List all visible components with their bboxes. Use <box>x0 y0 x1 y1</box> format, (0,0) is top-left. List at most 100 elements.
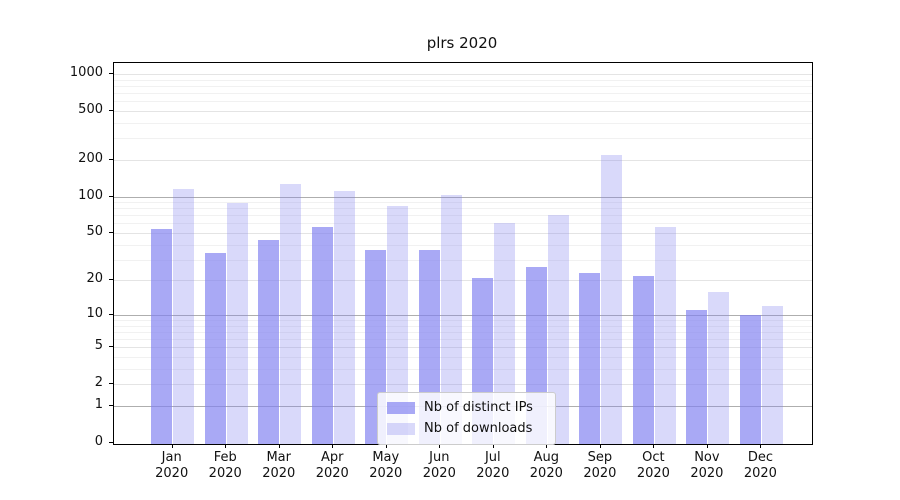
x-tick-mark <box>760 444 762 448</box>
x-tick-mark <box>546 444 548 448</box>
y-tick-mark <box>109 279 113 281</box>
y-tick-mark <box>109 383 113 385</box>
gridline-minor <box>114 339 812 341</box>
x-tick-label: Apr 2020 <box>315 450 349 481</box>
bar-oct-downloads <box>654 227 676 444</box>
gridline-minor <box>114 259 812 261</box>
gridline-minor <box>114 138 812 140</box>
x-tick-mark <box>171 444 173 448</box>
gridline-minor <box>114 79 812 81</box>
bar-nov-downloads <box>708 291 730 444</box>
x-tick-mark <box>332 444 334 448</box>
bar-sep-distinct-ips <box>579 273 601 444</box>
y-tick-mark <box>109 232 113 233</box>
gridline <box>114 159 812 161</box>
x-tick-label: Feb 2020 <box>208 450 242 481</box>
plot-area: Nb of distinct IPs Nb of downloads <box>113 62 813 445</box>
gridline-minor <box>114 357 812 359</box>
legend-swatch-downloads <box>387 422 415 435</box>
legend: Nb of distinct IPs Nb of downloads <box>377 392 556 445</box>
legend-label-downloads: Nb of downloads <box>424 421 533 436</box>
gridline <box>114 110 812 112</box>
legend-row: Nb of downloads <box>387 421 545 436</box>
bar-dec-distinct-ips <box>739 314 761 444</box>
x-tick-label: Mar 2020 <box>262 450 296 481</box>
y-tick-label: 20 <box>86 271 103 287</box>
x-tick-label: Dec 2020 <box>743 450 777 481</box>
gridline-minor <box>114 215 812 217</box>
gridline <box>114 233 812 234</box>
x-tick-label: Jan 2020 <box>155 450 189 481</box>
y-tick-mark <box>109 109 113 111</box>
gridline-minor <box>114 325 812 327</box>
legend-swatch-distinct-ips <box>387 401 415 414</box>
gridline-minor <box>114 202 812 204</box>
bar-jan-distinct-ips <box>151 228 173 444</box>
y-tick-mark <box>109 404 113 406</box>
x-tick-mark <box>492 444 494 448</box>
bar-mar-distinct-ips <box>258 239 280 444</box>
y-tick-label: 50 <box>86 224 103 239</box>
gridline <box>114 314 812 316</box>
y-tick-mark <box>109 73 113 74</box>
bar-jan-downloads <box>173 189 195 444</box>
bar-feb-downloads <box>226 203 248 444</box>
bar-feb-distinct-ips <box>204 253 226 444</box>
bar-oct-distinct-ips <box>632 275 654 444</box>
x-tick-label: Aug 2020 <box>529 450 563 481</box>
y-tick-label: 2 <box>94 375 103 391</box>
gridline-minor <box>114 122 812 124</box>
legend-row: Nb of distinct IPs <box>387 400 545 415</box>
y-tick-label: 1 <box>94 396 103 412</box>
x-tick-mark <box>439 444 441 448</box>
y-tick-mark <box>109 158 113 160</box>
y-tick-label: 10 <box>86 305 103 321</box>
y-tick-label: 500 <box>78 101 103 117</box>
gridline <box>114 74 812 75</box>
gridline <box>114 384 812 386</box>
bar-apr-distinct-ips <box>311 227 333 444</box>
x-tick-label: Oct 2020 <box>636 450 670 481</box>
y-tick-label: 0 <box>94 434 103 449</box>
chart-title: plrs 2020 <box>426 34 498 52</box>
gridline-minor <box>114 93 812 95</box>
gridline-minor <box>114 244 812 246</box>
x-tick-label: Jul 2020 <box>476 450 510 481</box>
bar-aug-downloads <box>547 215 569 444</box>
x-tick-label: Nov 2020 <box>690 450 724 481</box>
y-tick-label: 200 <box>78 150 103 166</box>
gridline <box>114 196 812 198</box>
x-tick-label: Sep 2020 <box>583 450 617 481</box>
bar-sep-downloads <box>601 154 623 444</box>
gridline-minor <box>114 208 812 210</box>
y-tick-label: 5 <box>94 338 103 354</box>
gridline-minor <box>114 101 812 103</box>
gridline-minor <box>114 368 812 370</box>
bar-jul-downloads <box>494 223 516 444</box>
bar-nov-distinct-ips <box>686 310 708 444</box>
gridline-minor <box>114 331 812 333</box>
bar-dec-downloads <box>761 306 783 444</box>
x-tick-mark <box>653 444 655 448</box>
gridline-minor <box>114 85 812 87</box>
x-tick-mark <box>385 444 387 448</box>
y-tick-mark <box>109 346 113 348</box>
bar-jun-downloads <box>440 195 462 444</box>
gridline <box>114 280 812 282</box>
x-tick-mark <box>278 444 280 448</box>
y-tick-mark <box>109 313 113 315</box>
x-tick-mark <box>599 444 601 448</box>
x-tick-label: Jun 2020 <box>422 450 456 481</box>
bar-apr-downloads <box>333 191 355 444</box>
y-tick-mark <box>109 442 113 443</box>
x-tick-mark <box>225 444 227 448</box>
x-tick-mark <box>706 444 708 448</box>
gridline-minor <box>114 320 812 322</box>
x-tick-label: May 2020 <box>369 450 403 481</box>
y-tick-mark <box>109 195 113 197</box>
bar-may-downloads <box>387 205 409 444</box>
legend-label-distinct-ips: Nb of distinct IPs <box>424 400 533 415</box>
gridline <box>114 347 812 349</box>
bar-mar-downloads <box>280 183 302 444</box>
